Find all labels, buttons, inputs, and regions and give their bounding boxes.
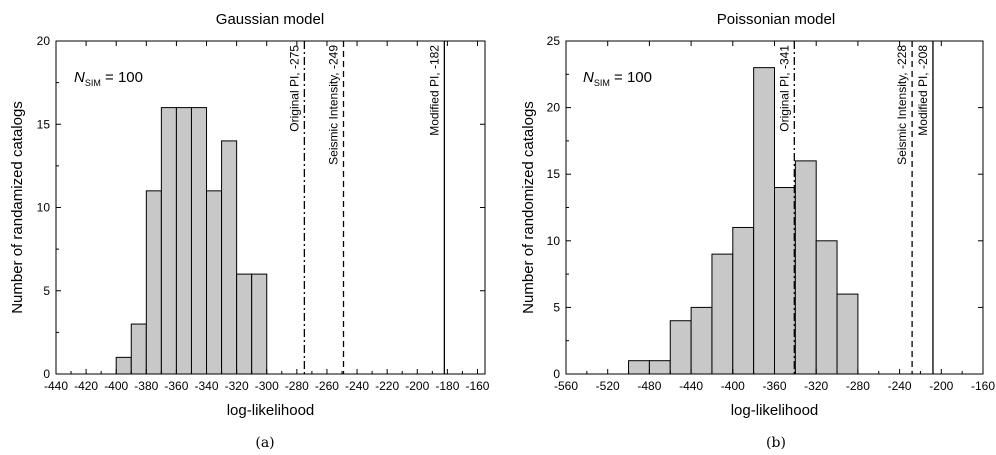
x-tick-label: -180 (435, 379, 459, 393)
y-tick-label: 10 (547, 234, 561, 248)
histogram-bar (251, 273, 268, 375)
x-tick-label: -260 (315, 379, 339, 393)
plot-frame (55, 40, 486, 375)
x-tick-label: -200 (405, 379, 429, 393)
reference-line-label: Original PI, -341 (777, 45, 791, 132)
y-tick-label: 15 (37, 117, 51, 131)
x-axis-title: log-likelihood (731, 402, 819, 419)
reference-line-label: Modified PI, -208 (916, 45, 930, 136)
y-tick-label: 25 (547, 34, 561, 48)
x-tick-label: -520 (596, 379, 620, 393)
nsim-annotation: NSIM = 100 (583, 69, 652, 88)
reference-line-label: Original PI, -275 (287, 45, 301, 132)
y-tick-label: 20 (547, 101, 561, 115)
x-axis-title: log-likelihood (227, 402, 315, 419)
reference-line-label: Seismic Intensity, -228 (895, 45, 909, 165)
figure-caption: (a) (255, 435, 274, 451)
x-tick-label: -440 (44, 379, 68, 393)
histogram-bar (711, 253, 734, 375)
x-tick-label: -300 (255, 379, 279, 393)
histogram-bar (690, 306, 713, 375)
histogram-bar (145, 190, 162, 375)
y-tick-label: 0 (553, 367, 560, 381)
x-tick-label: -380 (134, 379, 158, 393)
histogram-bar (236, 273, 253, 375)
nsim-value: = 100 (101, 69, 143, 86)
histogram-bar (753, 67, 776, 375)
nsim-symbol: N (74, 69, 85, 86)
histogram-bar (774, 187, 796, 375)
nsim-annotation: NSIM = 100 (74, 69, 143, 88)
y-tick-label: 5 (553, 300, 560, 314)
reference-line-label: Seismic Intensity, -249 (327, 45, 341, 165)
x-tick-label: -360 (762, 379, 786, 393)
y-axis-title: Number of randomized catalogs (520, 101, 537, 314)
histogram-bar (794, 160, 817, 375)
histogram-bar (648, 360, 671, 375)
x-tick-label: -240 (888, 379, 912, 393)
y-tick-label: 15 (547, 167, 561, 181)
x-tick-label: -400 (104, 379, 128, 393)
reference-line-label: Modified PI, -182 (427, 45, 441, 136)
histogram-bar (836, 293, 859, 375)
x-tick-label: -200 (929, 379, 953, 393)
nsim-value: = 100 (610, 69, 652, 86)
y-tick-label: 5 (43, 284, 50, 298)
histogram-bar (732, 226, 755, 375)
x-tick-label: -280 (846, 379, 870, 393)
chart-gaussian: Original PI, -275 Seismic Intensity, -249… (9, 11, 490, 451)
x-tick-label: -160 (465, 379, 489, 393)
y-axis-title: Number of randamized catalogs (9, 101, 26, 314)
histogram-bar (628, 360, 650, 375)
x-tick-label: -320 (225, 379, 249, 393)
histogram-bar (115, 356, 132, 375)
x-tick-label: -480 (637, 379, 661, 393)
histogram-bar (206, 190, 223, 375)
chart-title: Gaussian model (216, 11, 324, 28)
nsim-subscript: SIM (85, 78, 101, 88)
histogram-bar (815, 240, 838, 375)
x-tick-label: -320 (804, 379, 828, 393)
x-tick-label: -160 (971, 379, 995, 393)
x-tick-label: -400 (721, 379, 745, 393)
y-tick-label: 0 (43, 367, 50, 381)
figure-caption: (b) (766, 435, 786, 451)
histogram-bar (130, 323, 147, 375)
histogram-bar (160, 107, 177, 375)
x-tick-label: -280 (285, 379, 309, 393)
nsim-symbol: N (583, 69, 594, 86)
x-tick-label: -220 (375, 379, 399, 393)
y-tick-label: 10 (37, 201, 51, 215)
histogram-bar (175, 107, 192, 375)
x-tick-label: -420 (74, 379, 98, 393)
histogram-bar (669, 320, 692, 375)
nsim-subscript: SIM (594, 78, 610, 88)
x-tick-label: -560 (554, 379, 578, 393)
x-tick-label: -440 (679, 379, 703, 393)
chart-poissonian: Original PI, -341 Seismic Intensity, -228… (520, 11, 995, 451)
chart-title: Poissonian model (717, 11, 835, 28)
x-tick-label: -340 (195, 379, 219, 393)
histogram-bar (190, 107, 208, 375)
x-tick-label: -240 (345, 379, 369, 393)
y-tick-label: 20 (37, 34, 51, 48)
x-tick-label: -360 (164, 379, 188, 393)
histogram-bar (221, 140, 238, 375)
